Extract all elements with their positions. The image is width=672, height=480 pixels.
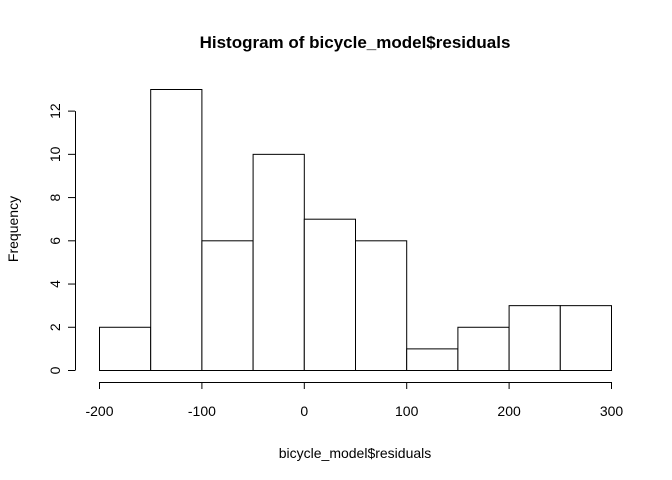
histogram-bar-2 <box>201 240 254 371</box>
x-tick-label-0: -200 <box>85 403 113 419</box>
bars-group <box>99 89 612 371</box>
y-tick-label-2: 4 <box>47 280 63 288</box>
x-tick-label-5: 300 <box>600 403 624 419</box>
histogram-bar-7 <box>457 326 510 371</box>
x-axis: -200 -100 0 100 200 300 <box>85 382 623 419</box>
histogram-bar-1 <box>150 89 203 371</box>
histogram-bar-9 <box>559 305 612 371</box>
y-tick-label-4: 8 <box>47 193 63 201</box>
histogram-bar-8 <box>508 305 561 371</box>
y-tick-label-1: 2 <box>47 323 63 331</box>
y-tick-label-3: 6 <box>47 237 63 245</box>
histogram-bar-6 <box>406 348 459 371</box>
histogram-bar-0 <box>99 326 152 371</box>
x-tick-label-3: 100 <box>395 403 419 419</box>
x-tick-label-1: -100 <box>188 403 216 419</box>
x-tick-label-4: 200 <box>497 403 521 419</box>
x-axis-label: bicycle_model$residuals <box>279 445 432 461</box>
histogram-bar-4 <box>303 218 356 371</box>
chart-title: Histogram of bicycle_model$residuals <box>200 33 511 52</box>
y-axis-label: Frequency <box>5 196 21 262</box>
histogram-bar-5 <box>355 240 408 371</box>
y-tick-label-5: 10 <box>47 146 63 162</box>
histogram-bar-3 <box>252 153 305 371</box>
y-axis: 0 2 4 6 8 10 12 <box>47 103 76 374</box>
y-tick-label-0: 0 <box>47 366 63 374</box>
y-tick-label-6: 12 <box>47 103 63 119</box>
x-tick-label-2: 0 <box>300 403 308 419</box>
